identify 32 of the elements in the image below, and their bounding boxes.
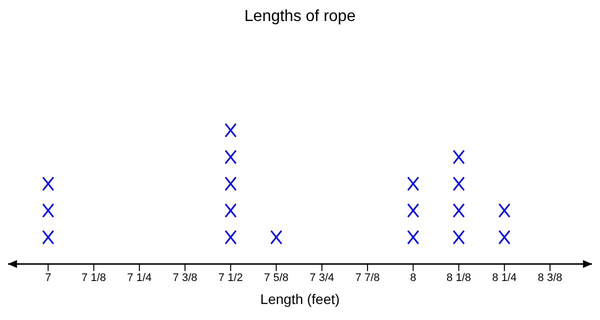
point bbox=[452, 150, 465, 164]
x-tick-label: 8 3/8 bbox=[538, 272, 562, 284]
x-tick-label: 7 1/4 bbox=[127, 272, 152, 284]
chart-title: Lengths of rope bbox=[243, 8, 357, 26]
x-tick-label: 7 bbox=[45, 272, 52, 284]
point bbox=[42, 203, 54, 218]
point bbox=[452, 230, 465, 245]
x-tick-label: 7 1/8 bbox=[82, 272, 106, 284]
point bbox=[42, 176, 54, 192]
point bbox=[224, 176, 237, 192]
x-tick-label: 7 1/2 bbox=[218, 272, 243, 284]
point bbox=[498, 230, 510, 245]
point bbox=[224, 203, 237, 218]
x-tick-label: 8 1/8 bbox=[446, 272, 472, 284]
point bbox=[224, 230, 237, 245]
point bbox=[407, 230, 420, 245]
point bbox=[224, 150, 237, 164]
point bbox=[270, 230, 282, 245]
x-tick-label: 7 3/4 bbox=[310, 272, 334, 284]
x-axis-title: Length (feet) bbox=[260, 291, 340, 307]
point bbox=[42, 230, 54, 245]
x-tick-label: 7 3/8 bbox=[172, 272, 198, 284]
x-tick-label: 7 5/8 bbox=[264, 272, 289, 284]
x-tick-label: 8 bbox=[410, 272, 416, 284]
point bbox=[452, 176, 465, 192]
point bbox=[407, 203, 420, 218]
x-tick-label: 7 7/8 bbox=[355, 272, 380, 284]
point bbox=[452, 203, 465, 218]
point bbox=[407, 176, 420, 192]
point bbox=[498, 203, 510, 218]
point bbox=[224, 122, 237, 138]
x-tick-label: 8 1/4 bbox=[492, 272, 517, 284]
